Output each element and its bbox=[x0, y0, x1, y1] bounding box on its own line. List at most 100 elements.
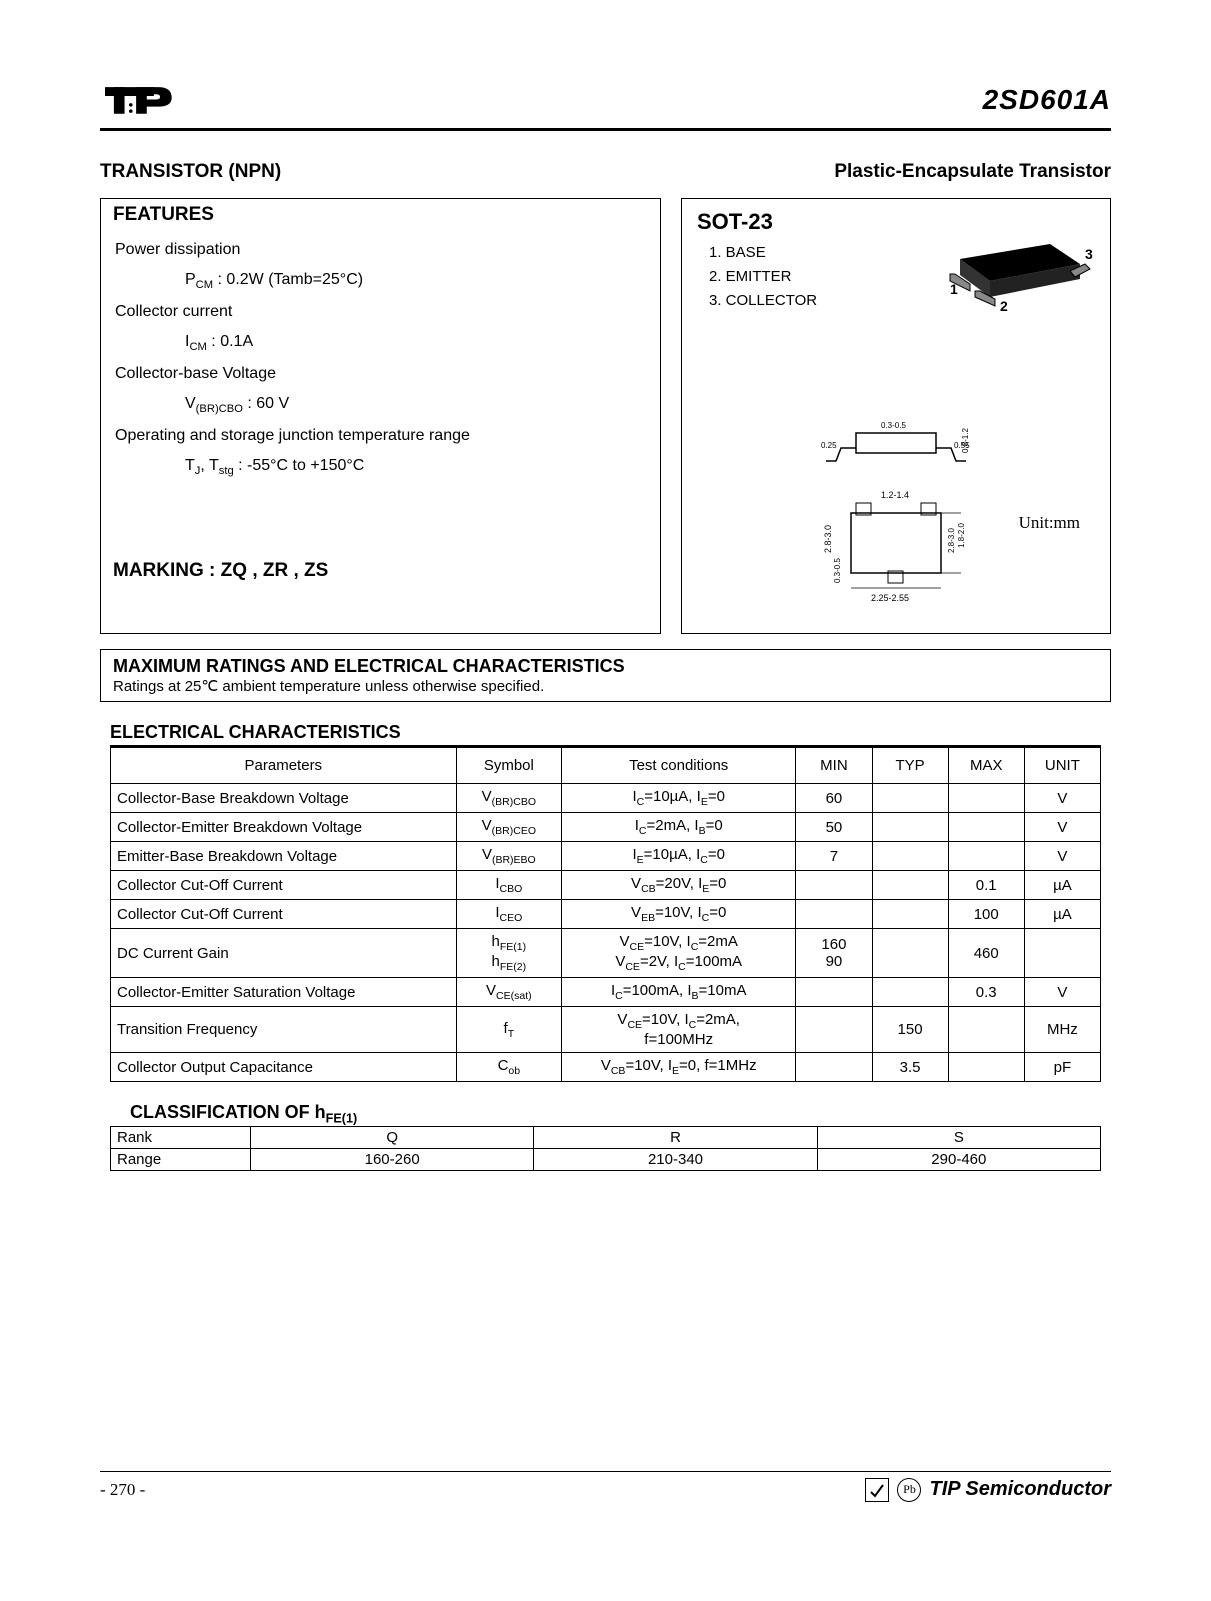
table-cell bbox=[796, 978, 872, 1007]
table-cell bbox=[796, 1053, 872, 1082]
table-cell: Collector-Emitter Breakdown Voltage bbox=[111, 813, 457, 842]
table-cell: IC=10µA, IE=0 bbox=[562, 784, 796, 813]
dim-stand: 0.25 bbox=[821, 441, 837, 450]
table-header: MIN bbox=[796, 748, 872, 784]
pb-free-icon: Pb bbox=[897, 1478, 921, 1502]
table-cell bbox=[948, 1007, 1024, 1053]
footer-brand-group: Pb TIP Semiconductor bbox=[865, 1478, 1111, 1502]
table-cell: pF bbox=[1024, 1053, 1100, 1082]
table-row: Emitter-Base Breakdown VoltageV(BR)EBOIE… bbox=[111, 842, 1101, 871]
table-cell bbox=[872, 871, 948, 900]
dim-pitch: 2.25-2.55 bbox=[871, 593, 909, 603]
table-cell bbox=[872, 900, 948, 929]
table-cell: V bbox=[1024, 784, 1100, 813]
table-row: Collector Cut-Off CurrentICBOVCB=20V, IE… bbox=[111, 871, 1101, 900]
table-cell: VCE=10V, IC=2mA,f=100MHz bbox=[562, 1007, 796, 1053]
table-cell: Rank bbox=[111, 1126, 251, 1148]
table-cell: Collector Cut-Off Current bbox=[111, 871, 457, 900]
subtitle-row: TRANSISTOR (NPN) Plastic-Encapsulate Tra… bbox=[100, 161, 1111, 183]
dim-body-h: 1.2-1.4 bbox=[881, 490, 909, 500]
table-cell bbox=[1024, 929, 1100, 978]
table-cell: VEB=10V, IC=0 bbox=[562, 900, 796, 929]
table-cell: DC Current Gain bbox=[111, 929, 457, 978]
table-header: Parameters bbox=[111, 748, 457, 784]
feature-label: Collector-base Voltage bbox=[115, 359, 646, 389]
table-cell bbox=[796, 871, 872, 900]
table-cell bbox=[948, 784, 1024, 813]
table-row: Collector Output CapacitanceCobVCB=10V, … bbox=[111, 1053, 1101, 1082]
table-cell bbox=[872, 978, 948, 1007]
table-cell bbox=[948, 813, 1024, 842]
marking-label: MARKING : ZQ , ZR , ZS bbox=[101, 552, 660, 587]
table-cell: 210-340 bbox=[534, 1148, 817, 1170]
table-cell: V bbox=[1024, 978, 1100, 1007]
table-cell: 150 bbox=[872, 1007, 948, 1053]
features-box: FEATURES Power dissipationPCM : 0.2W (Ta… bbox=[100, 198, 661, 634]
table-cell: 0.3 bbox=[948, 978, 1024, 1007]
table-cell bbox=[872, 784, 948, 813]
package-box: SOT-23 1. BASE2. EMITTER3. COLLECTOR 1 2… bbox=[681, 198, 1111, 634]
table-cell bbox=[872, 842, 948, 871]
table-row: DC Current GainhFE(1)hFE(2)VCE=10V, IC=2… bbox=[111, 929, 1101, 978]
table-cell: R bbox=[534, 1126, 817, 1148]
footer-brand: TIP Semiconductor bbox=[929, 1478, 1111, 1501]
table-cell: IE=10µA, IC=0 bbox=[562, 842, 796, 871]
table-cell: 290-460 bbox=[817, 1148, 1100, 1170]
package-drawing: 1 2 3 0.3-0.5 0.55 0.25 0.8-1.2 bbox=[697, 323, 1095, 623]
table-cell bbox=[948, 1053, 1024, 1082]
page-number: - 270 - bbox=[100, 1480, 145, 1500]
encapsulation-type: Plastic-Encapsulate Transistor bbox=[834, 161, 1111, 183]
table-cell: Q bbox=[251, 1126, 534, 1148]
table-header: Test conditions bbox=[562, 748, 796, 784]
table-cell: 16090 bbox=[796, 929, 872, 978]
table-cell bbox=[948, 842, 1024, 871]
tp-logo-icon bbox=[100, 80, 190, 120]
elec-char-table: ParametersSymbolTest conditionsMINTYPMAX… bbox=[110, 747, 1101, 1082]
table-cell: VCE=10V, IC=2mAVCE=2V, IC=100mA bbox=[562, 929, 796, 978]
table-cell: µA bbox=[1024, 900, 1100, 929]
dim-lead-h: 0.8-1.2 bbox=[961, 428, 970, 453]
table-cell: 160-260 bbox=[251, 1148, 534, 1170]
features-package-row: FEATURES Power dissipationPCM : 0.2W (Ta… bbox=[100, 198, 1111, 634]
table-cell: 7 bbox=[796, 842, 872, 871]
table-cell: 60 bbox=[796, 784, 872, 813]
dim-body-w: 2.8-3.0 bbox=[823, 525, 833, 553]
page-footer: - 270 - Pb TIP Semiconductor bbox=[100, 1471, 1111, 1502]
features-body: Power dissipationPCM : 0.2W (Tamb=25°C) C… bbox=[101, 231, 660, 492]
features-title: FEATURES bbox=[101, 199, 660, 231]
max-ratings-title: MAXIMUM RATINGS AND ELECTRICAL CHARACTER… bbox=[113, 656, 1098, 677]
table-cell: V bbox=[1024, 813, 1100, 842]
feature-value: PCM : 0.2W (Tamb=25°C) bbox=[115, 265, 646, 296]
feature-label: Power dissipation bbox=[115, 235, 646, 265]
table-cell: µA bbox=[1024, 871, 1100, 900]
table-row: Collector-Emitter Saturation VoltageVCE(… bbox=[111, 978, 1101, 1007]
table-cell bbox=[796, 900, 872, 929]
table-header: UNIT bbox=[1024, 748, 1100, 784]
table-row: Transition FrequencyfTVCE=10V, IC=2mA,f=… bbox=[111, 1007, 1101, 1053]
feature-value: TJ, Tstg : -55°C to +150°C bbox=[115, 451, 646, 482]
table-row: RankQRS bbox=[111, 1126, 1101, 1148]
table-cell: fT bbox=[456, 1007, 561, 1053]
table-cell bbox=[872, 929, 948, 978]
table-cell: Collector Cut-Off Current bbox=[111, 900, 457, 929]
unit-label: Unit:mm bbox=[1019, 513, 1080, 533]
table-cell: Emitter-Base Breakdown Voltage bbox=[111, 842, 457, 871]
table-cell: MHz bbox=[1024, 1007, 1100, 1053]
table-row: Range160-260210-340290-460 bbox=[111, 1148, 1101, 1170]
table-cell: 460 bbox=[948, 929, 1024, 978]
feature-label: Operating and storage junction temperatu… bbox=[115, 421, 646, 451]
table-header: MAX bbox=[948, 748, 1024, 784]
table-cell: IC=2mA, IB=0 bbox=[562, 813, 796, 842]
table-row: Collector-Emitter Breakdown VoltageV(BR)… bbox=[111, 813, 1101, 842]
table-cell: Transition Frequency bbox=[111, 1007, 457, 1053]
elec-char-title: ELECTRICAL CHARACTERISTICS bbox=[110, 722, 1101, 747]
table-cell: Cob bbox=[456, 1053, 561, 1082]
table-cell: Collector Output Capacitance bbox=[111, 1053, 457, 1082]
svg-text:1: 1 bbox=[950, 281, 958, 297]
table-cell: 50 bbox=[796, 813, 872, 842]
table-cell: S bbox=[817, 1126, 1100, 1148]
table-cell: Range bbox=[111, 1148, 251, 1170]
table-cell: Collector-Emitter Saturation Voltage bbox=[111, 978, 457, 1007]
table-cell bbox=[872, 813, 948, 842]
table-cell: VCB=20V, IE=0 bbox=[562, 871, 796, 900]
